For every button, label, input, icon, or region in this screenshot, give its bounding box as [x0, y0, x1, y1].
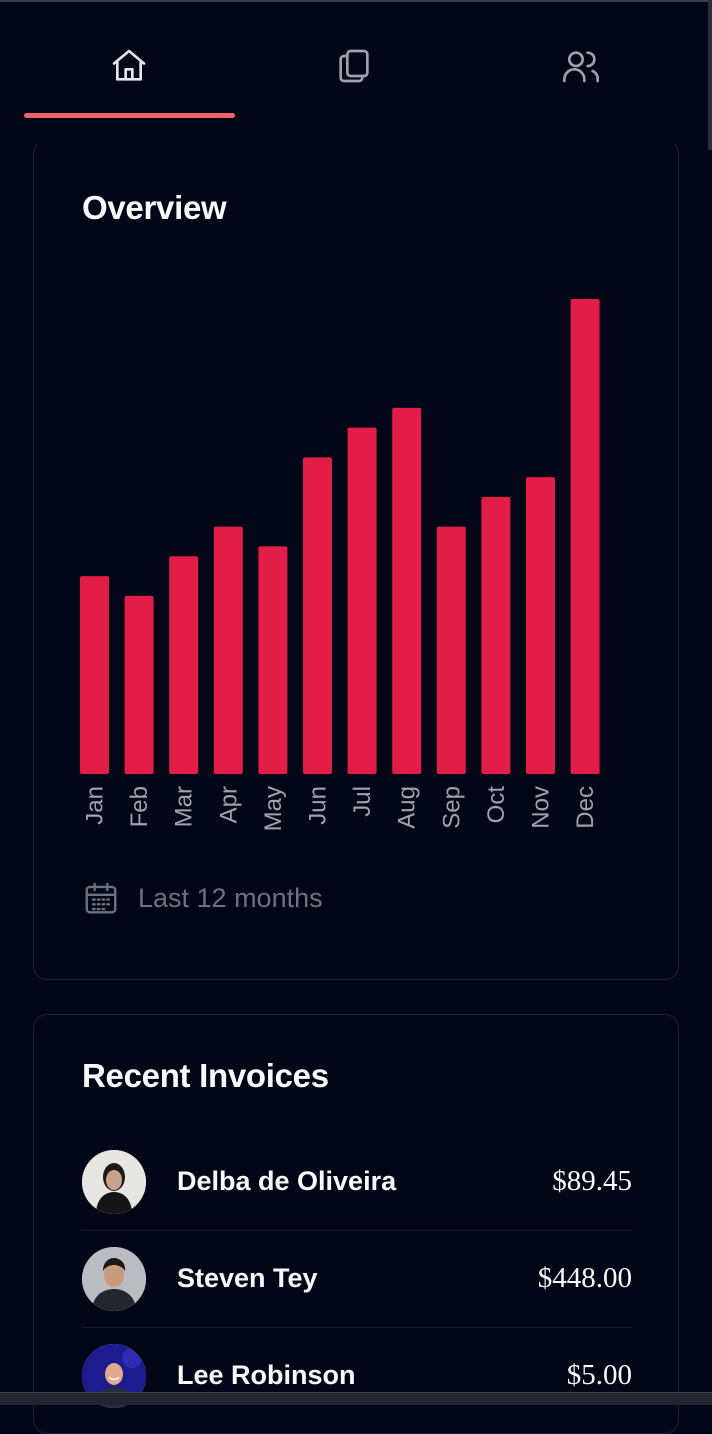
bar-dec	[570, 299, 600, 774]
bar-nov	[526, 477, 555, 774]
invoice-row[interactable]: Steven Tey $448.00	[82, 1230, 632, 1327]
invoice-row[interactable]: Delba de Oliveira $89.45	[82, 1133, 632, 1230]
bar-mar	[169, 556, 199, 774]
bar-feb	[124, 595, 154, 774]
home-icon	[112, 49, 146, 81]
x-tick-label: Jun	[305, 786, 332, 825]
window-bottom-bar	[0, 1392, 712, 1405]
x-tick-label: Dec	[572, 786, 599, 829]
x-tick-label: Sep	[438, 786, 465, 829]
overview-card: Overview Jan Feb Mar Apr May Jun Jul Aug Sep Oct N…	[33, 140, 679, 980]
x-tick-label: Nov	[528, 786, 555, 829]
tab-bar	[0, 0, 712, 122]
active-tab-indicator	[24, 113, 235, 118]
invoice-customer-name: Delba de Oliveira	[177, 1166, 397, 1196]
invoice-amount: $89.45	[552, 1165, 632, 1197]
bar-jun	[303, 457, 332, 774]
overview-bar-chart: Jan Feb Mar Apr May Jun Jul Aug Sep Oct Nov Dec	[80, 299, 600, 831]
invoice-amount: $448.00	[537, 1262, 632, 1294]
invoice-row[interactable]: Lee Robinson $5.00	[82, 1327, 632, 1424]
x-tick-label: Apr	[215, 786, 242, 823]
invoice-customer-name: Lee Robinson	[177, 1360, 356, 1390]
scrollbar[interactable]	[708, 0, 712, 150]
users-icon	[563, 51, 599, 83]
bar-jan	[80, 576, 109, 774]
period-selector: Last 12 months	[82, 879, 323, 917]
calendar-icon	[85, 882, 117, 914]
overview-title: Overview	[82, 189, 227, 226]
bar-jul	[347, 427, 377, 774]
bar-sep	[436, 526, 466, 774]
bar-may	[258, 546, 288, 774]
recent-invoices-title: Recent Invoices	[82, 1057, 329, 1094]
bar-apr	[213, 526, 243, 774]
tab-users[interactable]	[481, 30, 681, 110]
window-top-border	[0, 0, 712, 2]
row-divider	[82, 1327, 632, 1328]
row-divider	[82, 1230, 632, 1231]
period-label: Last 12 months	[138, 882, 323, 913]
x-tick-label: Aug	[394, 786, 421, 829]
x-tick-label: Feb	[126, 786, 153, 827]
tab-documents[interactable]	[254, 30, 454, 110]
x-tick-label: Jul	[349, 786, 376, 817]
bar-aug	[392, 407, 422, 774]
x-tick-label: Oct	[483, 786, 510, 824]
bar-oct	[481, 496, 511, 774]
tab-home[interactable]	[29, 30, 229, 110]
x-tick-label: Jan	[82, 786, 109, 825]
documents-icon	[339, 49, 369, 83]
avatar	[82, 1149, 146, 1214]
x-tick-label: Mar	[171, 786, 198, 827]
invoice-amount: $5.00	[566, 1359, 632, 1391]
x-tick-label: May	[260, 786, 287, 831]
avatar	[82, 1246, 146, 1311]
recent-invoices-card: Recent Invoices Delba de Oliveira $89.45…	[33, 1014, 679, 1434]
invoice-customer-name: Steven Tey	[177, 1263, 318, 1293]
